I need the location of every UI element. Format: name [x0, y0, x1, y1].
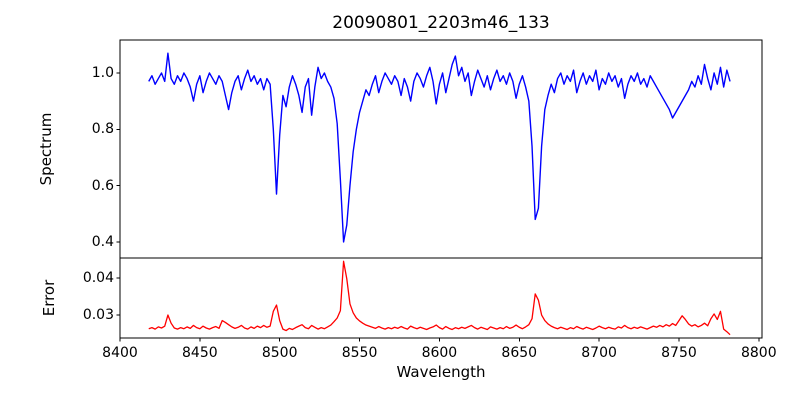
x-axis-label: Wavelength — [396, 363, 486, 381]
error-y-axis-label: Error — [40, 279, 58, 317]
x-tick-label: 8400 — [102, 345, 138, 361]
x-tick-label: 8600 — [421, 345, 458, 361]
spectrum-y-tick-label: 0.6 — [91, 177, 114, 194]
x-tick-label: 8550 — [341, 345, 378, 361]
x-tick-label: 8700 — [581, 345, 617, 361]
error-y-tick-label: 0.03 — [82, 307, 114, 324]
plot-title: 20090801_2203m46_133 — [332, 13, 550, 33]
spectrum-y-axis-label: Spectrum — [37, 112, 55, 186]
x-tick-label: 8650 — [501, 345, 538, 361]
spectrum-panel-frame — [119, 39, 763, 259]
spectrum-y-tick-label: 1.0 — [91, 64, 114, 81]
x-tick-label: 8800 — [740, 345, 777, 361]
x-tick-label: 8500 — [261, 345, 298, 361]
spectrum-y-tick-label: 0.4 — [91, 233, 114, 250]
spectrum-y-tick-label: 0.8 — [91, 121, 114, 138]
error-line — [148, 260, 731, 336]
x-tick-label: 8450 — [182, 345, 218, 361]
spectrum-line — [148, 52, 731, 243]
error-panel-frame — [119, 257, 763, 339]
error-y-tick-label: 0.04 — [82, 270, 114, 286]
x-tick-label: 8750 — [661, 345, 697, 361]
